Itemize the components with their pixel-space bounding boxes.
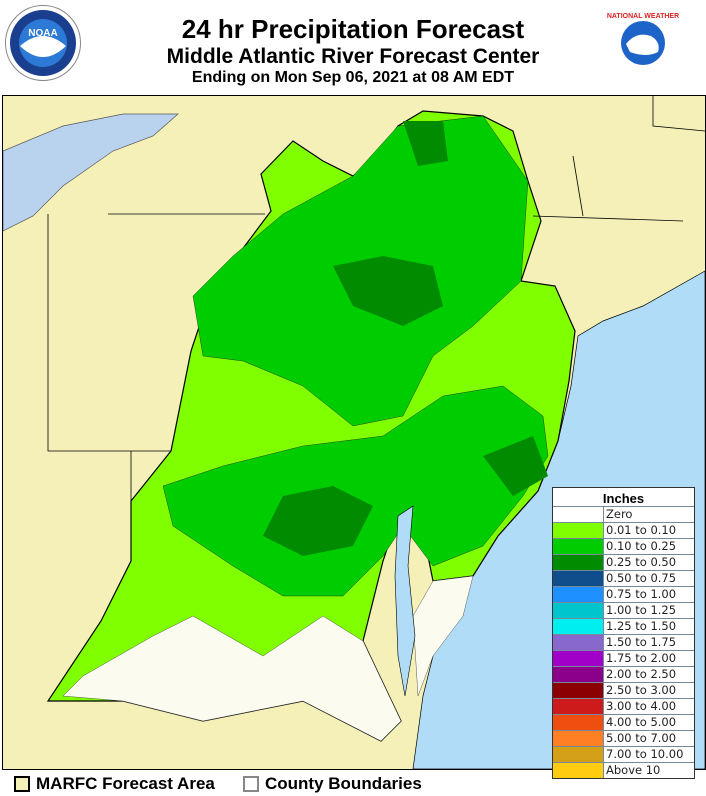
county-boundaries-key: County Boundaries [243,774,422,794]
county-swatch [243,776,259,792]
precip-map: Inches Zero 0.01 to 0.10 0.10 to 0.25 0.25 … [2,95,706,779]
heavy-1 [333,256,443,326]
legend-swatch [553,571,604,586]
legend-title: Inches [602,491,645,506]
heavy-3 [483,436,548,496]
legend-item: 0.25 to 0.50 [553,554,694,570]
legend-label: 0.10 to 0.25 [606,539,677,553]
legend-item: 4.00 to 5.00 [553,714,694,730]
valid-time: Ending on Mon Sep 06, 2021 at 08 AM EDT [191,69,515,86]
legend-label: 4.00 to 5.00 [606,715,677,729]
legend-item: 1.75 to 2.00 [553,650,694,666]
heavy-2 [263,486,373,556]
legend-item: 2.00 to 2.50 [553,666,694,682]
zero-area [62,615,402,742]
legend-swatch [553,747,604,762]
nws-logo: NATIONAL WEATHER [606,6,680,80]
legend-swatch [553,523,604,538]
legend-swatch [553,635,604,650]
legend-item: Above 10 [553,762,694,778]
legend-swatch [553,683,604,698]
legend-swatch [553,699,604,714]
svg-text:NATIONAL WEATHER: NATIONAL WEATHER [607,13,679,20]
marfc-label: MARFC Forecast Area [36,774,215,793]
header: NOAA 24 hr Precipitation Forecast Middle… [0,0,706,95]
legend-item: 1.00 to 1.25 [553,602,694,618]
legend-swatch [553,539,604,554]
state-lines [47,96,706,501]
map-subtitle: Middle Atlantic River Forecast Center [166,45,540,68]
chesapeake-bay [394,505,416,697]
legend-label: 1.00 to 1.25 [606,603,677,617]
legend-item: 0.50 to 0.75 [553,570,694,586]
svg-text:NOAA: NOAA [28,28,57,39]
legend-label: 0.01 to 0.10 [606,523,677,537]
footer-key: MARFC Forecast Area County Boundaries [0,770,706,796]
legend-label: 7.00 to 10.00 [606,747,684,761]
legend-label: Above 10 [606,763,661,777]
map-title: 24 hr Precipitation Forecast [181,14,525,44]
heavy-4 [403,121,448,166]
legend-swatch [553,619,604,634]
noaa-logo: NOAA [5,5,81,81]
legend-swatch [553,731,604,746]
legend-label: 2.50 to 3.00 [606,683,677,697]
legend-label: 0.50 to 0.75 [606,571,677,585]
legend-item: 7.00 to 10.00 [553,746,694,762]
legend-swatch [553,555,604,570]
legend-swatch [553,715,604,730]
marfc-area-key: MARFC Forecast Area [14,774,215,794]
lake-ontario [2,113,179,232]
legend-label: 0.75 to 1.00 [606,587,677,601]
legend-label: Zero [606,507,633,521]
precip-legend: Inches Zero 0.01 to 0.10 0.10 to 0.25 0.25 … [552,487,695,779]
legend-swatch [553,763,604,778]
legend-swatch [553,587,604,602]
legend-swatch [553,651,604,666]
legend-swatch [553,603,604,618]
legend-label: 1.50 to 1.75 [606,635,677,649]
marfc-swatch [14,776,30,792]
legend-item: 1.25 to 1.50 [553,618,694,634]
legend-item: 0.01 to 0.10 [553,522,694,538]
legend-label: 0.25 to 0.50 [606,555,677,569]
legend-item: 0.75 to 1.00 [553,586,694,602]
legend-item: 1.50 to 1.75 [553,634,694,650]
legend-item: 2.50 to 3.00 [553,682,694,698]
legend-item: 0.10 to 0.25 [553,538,694,554]
legend-swatch [553,507,604,522]
county-label: County Boundaries [265,774,422,793]
legend-label: 3.00 to 4.00 [606,699,677,713]
legend-label: 1.25 to 1.50 [606,619,677,633]
legend-label: 2.00 to 2.50 [606,667,677,681]
legend-item: Zero [553,506,694,522]
legend-item: 3.00 to 4.00 [553,698,694,714]
legend-label: 1.75 to 2.00 [606,651,677,665]
legend-label: 5.00 to 7.00 [606,731,677,745]
legend-swatch [553,667,604,682]
legend-item: 5.00 to 7.00 [553,730,694,746]
basin-medium-2 [162,385,549,597]
